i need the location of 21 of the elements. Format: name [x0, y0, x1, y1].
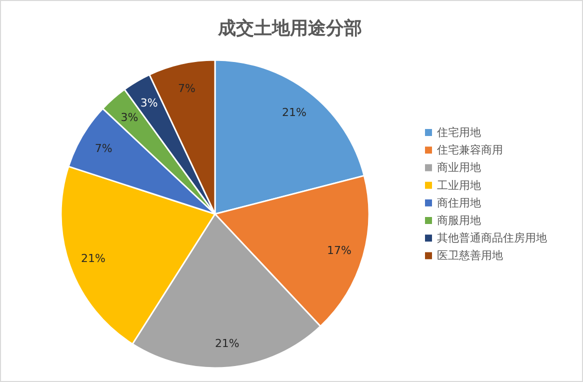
chart-title: 成交土地用途分部 — [217, 18, 362, 39]
data-label: 3% — [120, 110, 138, 124]
data-label: 7% — [94, 142, 112, 156]
slice: 21% — [60, 166, 216, 345]
legend-label: 医卫慈善用地 — [437, 249, 503, 262]
legend-label: 工业用地 — [437, 178, 481, 192]
legend-label: 住宅用地 — [437, 126, 481, 139]
legend-label: 其他普通商品住房用地 — [437, 232, 547, 245]
data-label: 21% — [282, 106, 307, 119]
legend-label: 商业用地 — [437, 161, 481, 174]
legend-label: 住宅兼容商用 — [437, 144, 503, 157]
slice: 17% — [214, 174, 370, 327]
data-label: 3% — [140, 96, 158, 110]
slice: 21% — [132, 213, 322, 369]
slice: 21% — [214, 59, 365, 215]
data-label: 21% — [214, 336, 240, 350]
data-label: 21% — [81, 252, 106, 265]
legend-label: 商服用地 — [437, 214, 481, 227]
legend-label: 商住用地 — [437, 196, 481, 210]
data-label: 17% — [326, 244, 352, 258]
data-label: 7% — [178, 82, 196, 95]
